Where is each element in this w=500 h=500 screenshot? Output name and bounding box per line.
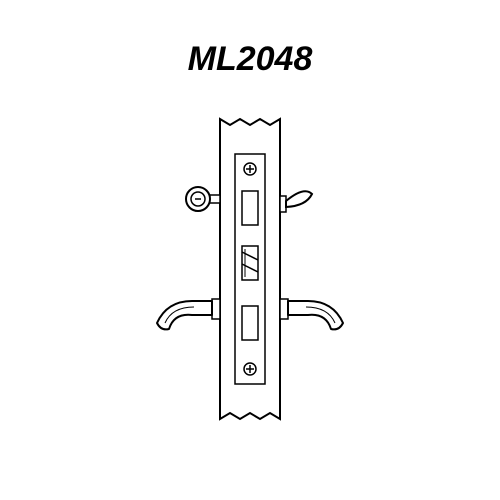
- thumbturn-blade: [286, 191, 312, 207]
- product-model-title: ML2048: [188, 40, 313, 79]
- latch-slot: [242, 246, 258, 280]
- lever-right-handle: [288, 301, 343, 329]
- lever-right-rose: [280, 299, 288, 319]
- lock-diagram: [100, 89, 400, 449]
- lever-left-rose: [212, 299, 220, 319]
- deadbolt-slot: [242, 191, 258, 225]
- lock-svg: [100, 99, 400, 439]
- lever-left-handle: [157, 301, 212, 329]
- aux-slot: [242, 306, 258, 340]
